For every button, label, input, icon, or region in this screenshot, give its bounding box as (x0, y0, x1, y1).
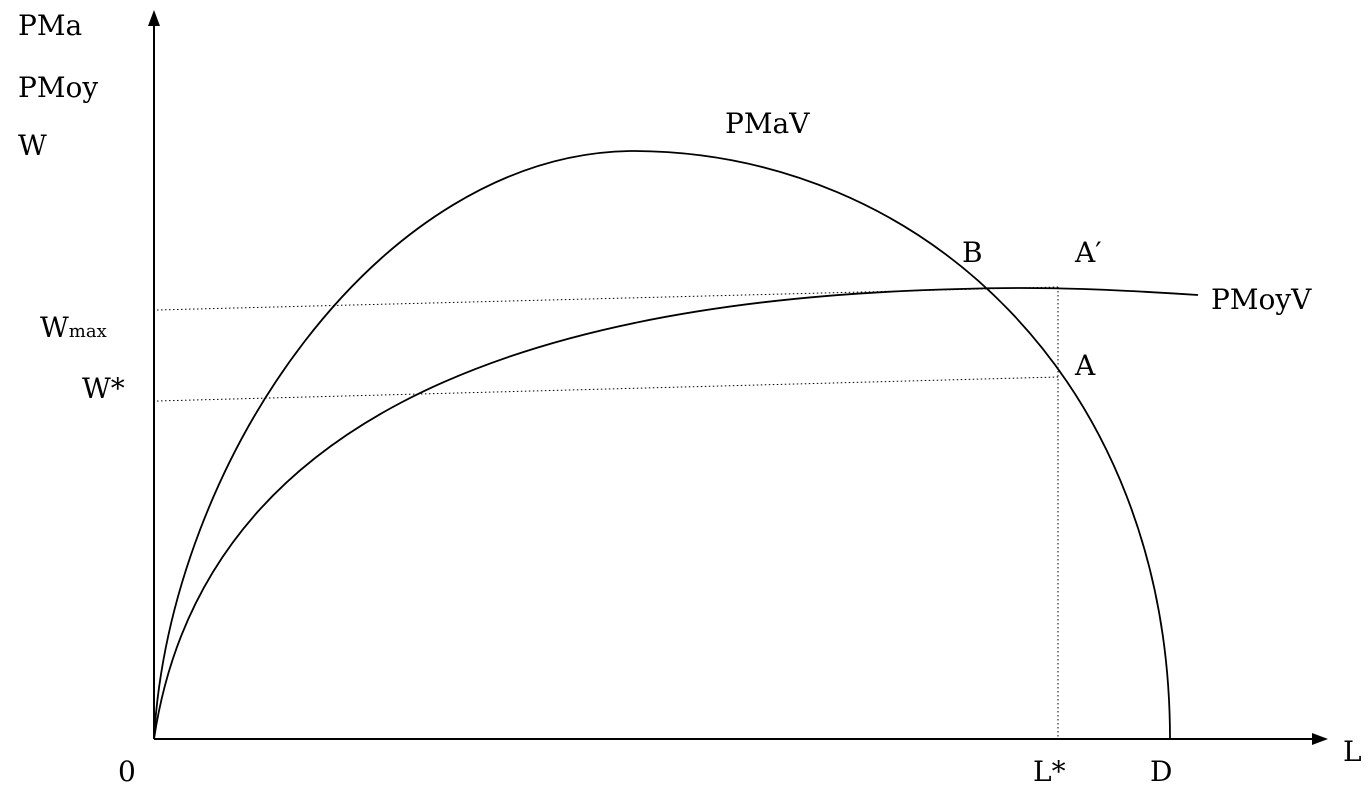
origin-label: 0 (118, 755, 136, 787)
lstar-label: L* (1033, 755, 1066, 787)
wmax-label: Wmax (40, 311, 107, 344)
y-axis-label-w: W (18, 129, 47, 162)
wstar-label: W* (82, 372, 125, 405)
x-axis-label-l: L (1343, 735, 1362, 768)
wmax-label-main: W (40, 311, 69, 344)
x-axis-arrow (1312, 733, 1328, 745)
point-b-label: B (962, 236, 983, 269)
pmav-curve (153, 150, 1171, 740)
pmoyv-label: PMoyV (1211, 283, 1312, 316)
y-axis-label-pma: PMa (18, 9, 82, 42)
d-label: D (1150, 755, 1172, 787)
wstar-guide-line (156, 376, 1059, 402)
point-a-prime-label: A′ (1074, 236, 1102, 269)
pmav-label: PMaV (725, 107, 810, 140)
y-axis-label-pmoy: PMoy (18, 71, 98, 104)
point-a-label: A (1074, 349, 1096, 382)
y-axis-arrow (148, 10, 160, 26)
wmax-label-sub: max (69, 321, 107, 342)
pmoyv-curve (153, 287, 1199, 740)
